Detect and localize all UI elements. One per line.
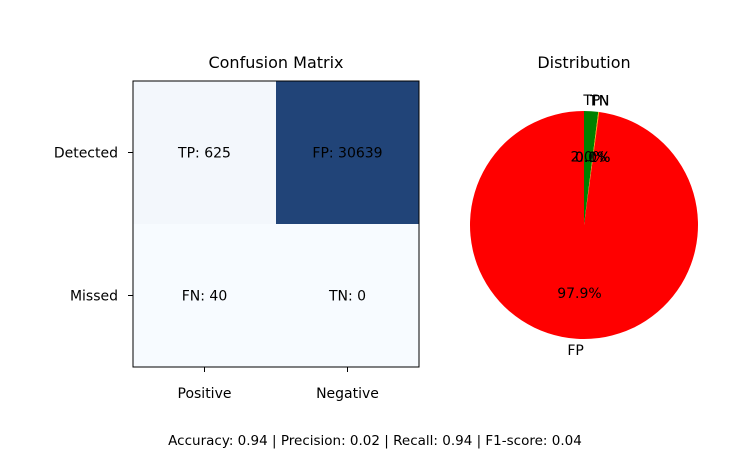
cell-label-tp: TP: 625 <box>177 146 231 162</box>
pie-pct-tp: 2.0% <box>570 150 606 166</box>
pie-pct-fp: 97.9% <box>557 286 601 302</box>
confusion-matrix-cells: TP: 625 FP: 30639 FN: 40 TN: 0 <box>133 81 419 367</box>
cell-fp <box>276 81 419 224</box>
x-tick-label: Negative <box>316 386 379 402</box>
cell-tp <box>133 81 276 224</box>
pie-label-fp: FP <box>567 343 584 359</box>
y-tick-label: Missed <box>70 289 118 305</box>
confusion-matrix-title: Confusion Matrix <box>208 53 343 72</box>
pie-slice-fp <box>469 111 698 339</box>
distribution-pie: Distribution TP 2.0% TN 0.0% FN 0.1% FP 97.9% <box>469 53 698 359</box>
cell-label-tn: TN: 0 <box>328 289 366 305</box>
pie-slices <box>469 111 698 339</box>
distribution-title: Distribution <box>537 53 630 72</box>
cell-fn <box>133 224 276 367</box>
pie-labels: TP 2.0% TN 0.0% FN 0.1% FP 97.9% <box>557 93 610 359</box>
metrics-footer: Accuracy: 0.94 | Precision: 0.02 | Recal… <box>168 433 582 449</box>
confusion-matrix-y-ticks: Detected Missed <box>54 146 133 305</box>
pie-slice-tp <box>584 111 599 225</box>
pie-pct-fn: 0.1% <box>575 150 611 166</box>
confusion-matrix-frame <box>132 80 420 368</box>
pie-label-tp: TP <box>582 93 600 109</box>
cell-label-fp: FP: 30639 <box>312 146 382 162</box>
pie-pct-tn: 0.0% <box>575 150 611 166</box>
pie-slice-fn <box>584 111 600 225</box>
confusion-matrix-x-ticks: Positive Negative <box>178 367 379 402</box>
cell-label-fn: FN: 40 <box>182 289 228 305</box>
pie-label-tn: TN <box>589 94 609 110</box>
pie-label-fn: FN <box>591 94 610 110</box>
x-tick-label: Positive <box>178 386 232 402</box>
y-tick-label: Detected <box>54 146 118 162</box>
cell-tn <box>276 224 419 367</box>
